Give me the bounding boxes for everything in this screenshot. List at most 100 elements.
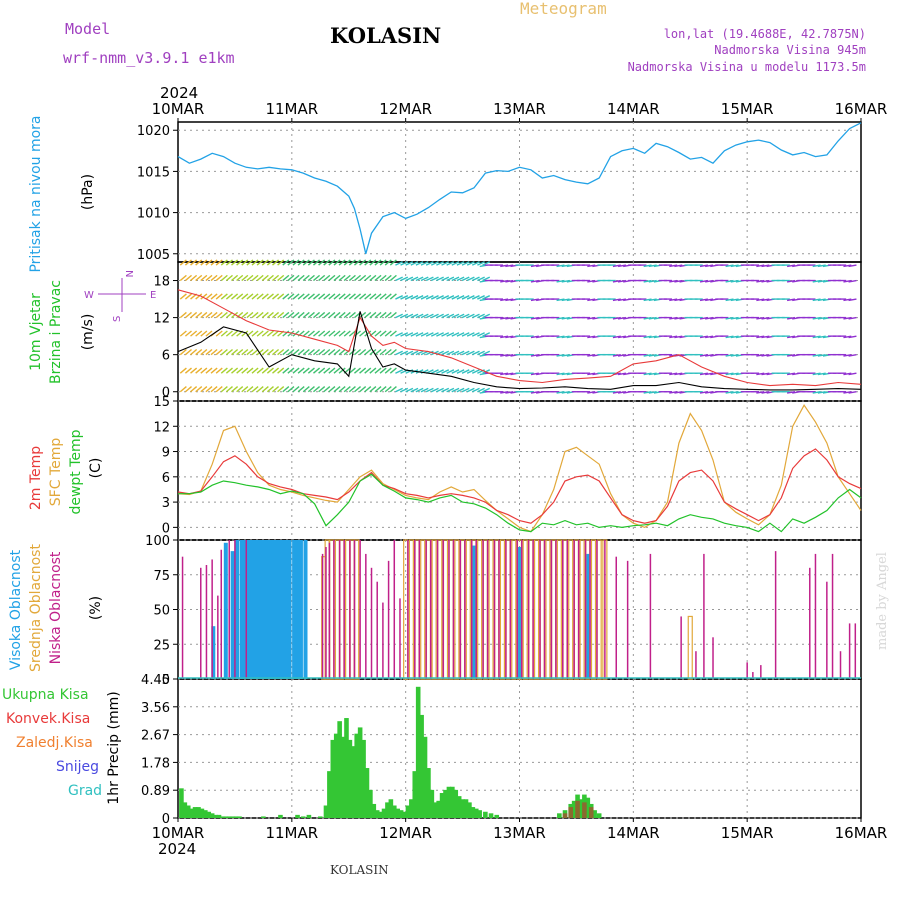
wind-arrow bbox=[466, 369, 475, 374]
mid-cloud-bar bbox=[545, 539, 551, 680]
wind-arrow bbox=[587, 335, 596, 339]
wind-arrow bbox=[400, 261, 409, 266]
wind-arrow bbox=[756, 264, 765, 268]
wind-arrow bbox=[292, 348, 300, 356]
wind-arrow bbox=[195, 274, 203, 282]
wind-arrow bbox=[338, 274, 346, 282]
wind-arrow bbox=[441, 313, 450, 319]
x-tick-bottom-label: 12MAR bbox=[379, 824, 432, 842]
mid-cloud-bar bbox=[425, 539, 432, 680]
high-cloud-axis-title: Visoka Oblacnost bbox=[8, 549, 24, 670]
wind-arrow bbox=[348, 367, 356, 374]
wind-arrow bbox=[272, 311, 280, 319]
wind-gust-line bbox=[177, 311, 862, 391]
wind-arrow bbox=[225, 274, 233, 282]
wind-arrow bbox=[220, 367, 228, 374]
wind-arrow bbox=[400, 295, 409, 300]
wind-arrow bbox=[405, 261, 414, 266]
precip-y-tick-label: 4.45 bbox=[141, 673, 170, 688]
wind-arrow bbox=[843, 298, 852, 302]
total-precip-bar bbox=[206, 811, 212, 818]
total-precip-bar bbox=[361, 739, 366, 818]
wind-arrow bbox=[674, 264, 683, 268]
wind-arrow bbox=[384, 330, 392, 337]
wind-arrow bbox=[848, 264, 857, 268]
wind-arrow bbox=[705, 353, 714, 357]
wind-arrow bbox=[500, 264, 509, 268]
wind-arrow bbox=[410, 295, 419, 300]
wind-arrow bbox=[369, 259, 377, 266]
elevation-label: Nadmorska Visina 945m bbox=[714, 43, 866, 57]
wind-arrow bbox=[277, 274, 285, 282]
wind-arrow bbox=[405, 387, 414, 393]
total-precip-bar bbox=[351, 746, 356, 818]
total-precip-bar bbox=[233, 816, 239, 818]
wind-arrow bbox=[730, 298, 739, 302]
wind-arrow bbox=[612, 335, 621, 339]
wind-arrow bbox=[359, 386, 367, 393]
wind-arrow bbox=[725, 353, 734, 357]
wind-arrow bbox=[505, 264, 514, 268]
wind-arrow bbox=[405, 350, 414, 356]
mid-cloud-bar bbox=[442, 539, 449, 680]
wind-arrow bbox=[812, 298, 821, 302]
wind-arrow bbox=[699, 353, 709, 357]
wind-arrow bbox=[451, 261, 460, 266]
panel-frame-precipitation bbox=[177, 678, 862, 819]
wind-arrow bbox=[333, 311, 341, 319]
wind-arrow bbox=[384, 386, 392, 393]
wind-arrow bbox=[456, 295, 465, 300]
high-cloud-bar bbox=[295, 540, 300, 679]
wind-arrow bbox=[848, 316, 857, 320]
wind-arrow bbox=[389, 367, 397, 374]
total-precip-bar bbox=[378, 811, 383, 818]
wind-arrow bbox=[195, 330, 203, 337]
wind-arrow bbox=[179, 293, 187, 300]
wind-arrow bbox=[612, 316, 621, 320]
wind-arrow bbox=[246, 274, 254, 282]
total-precip-bar bbox=[203, 810, 208, 818]
wind-arrow bbox=[612, 353, 621, 357]
wind-arrow bbox=[184, 274, 192, 282]
wind-arrow bbox=[482, 261, 491, 266]
wind-arrow bbox=[587, 353, 596, 357]
wind-arrow bbox=[530, 353, 539, 357]
wind-arrow bbox=[461, 261, 470, 266]
wind-arrow bbox=[231, 311, 239, 319]
total-precip-bar bbox=[385, 802, 390, 818]
high-cloud-bar bbox=[267, 540, 272, 679]
wind-arrow bbox=[730, 279, 739, 283]
wind-arrow bbox=[786, 298, 796, 302]
conv-precip-bar bbox=[582, 802, 587, 818]
wind-arrow bbox=[725, 335, 734, 339]
total-precip-bar bbox=[196, 807, 201, 818]
wind-arrow bbox=[184, 330, 192, 337]
wind-arrow bbox=[643, 316, 652, 320]
wind-arrow bbox=[705, 316, 714, 320]
wind-arrow bbox=[471, 369, 480, 374]
wind-arrow bbox=[587, 279, 596, 283]
wind-arrow bbox=[231, 386, 239, 393]
wind-arrow bbox=[318, 367, 326, 374]
total-precip-bar bbox=[405, 805, 411, 818]
wind-arrow bbox=[231, 293, 239, 300]
total-precip-bar bbox=[182, 802, 188, 818]
wind-arrow bbox=[730, 335, 739, 339]
wind-arrow bbox=[282, 330, 290, 337]
wind-arrow bbox=[302, 259, 310, 266]
wind-arrow bbox=[343, 259, 351, 266]
wind-arrow bbox=[266, 367, 274, 374]
x-tick-bottom-label: 14MAR bbox=[607, 824, 660, 842]
wind-arrow bbox=[225, 348, 233, 356]
wind-arrow bbox=[725, 264, 734, 268]
wind-arrow bbox=[190, 259, 198, 266]
wind-arrow bbox=[500, 391, 509, 394]
wind-arrow bbox=[282, 386, 290, 393]
x-tick-bottom-label: 13MAR bbox=[493, 824, 546, 842]
wind-arrow bbox=[451, 369, 460, 374]
wind-arrow bbox=[272, 330, 280, 337]
wind-arrow bbox=[848, 353, 857, 357]
wind-arrow bbox=[761, 372, 770, 376]
wind-arrow bbox=[446, 313, 455, 319]
high-cloud-bar bbox=[292, 540, 297, 679]
